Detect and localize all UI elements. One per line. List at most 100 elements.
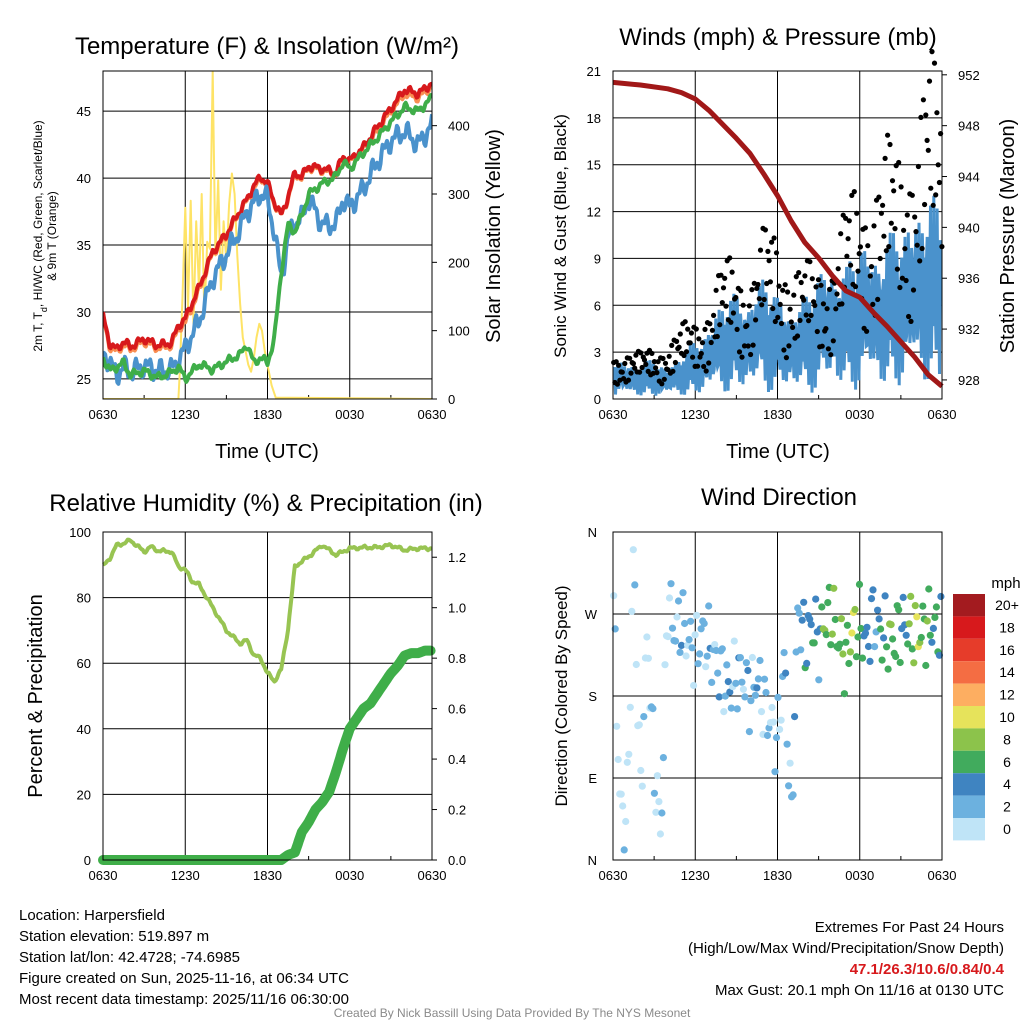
direction-point [700,619,708,628]
direction-point [858,654,867,662]
direction-point [910,659,918,667]
direction-point [640,713,648,721]
colorbar-swatch [953,683,985,706]
gust-point [682,319,688,325]
gust-point [928,185,934,191]
direction-point [696,650,704,658]
gust-point [936,179,943,186]
gust-point [917,258,923,264]
gust-point [727,255,733,261]
gust-point [676,344,682,350]
gust-point [818,282,824,288]
direction-point [774,693,782,702]
x-tick-label: 0630 [599,407,628,422]
y-tick-label: 20 [77,787,91,802]
direction-point [877,625,885,633]
y2-tick-label: 200 [448,255,470,270]
gust-point [625,377,632,383]
colorbar-label: 10 [999,709,1015,725]
gust-point [929,49,935,55]
gust-point [807,259,813,265]
direction-point [932,603,941,611]
gust-point [856,251,862,257]
extremes-subtitle: (High/Low/Max Wind/Precipitation/Snow De… [688,940,1004,957]
gust-point [638,350,644,356]
gust-point [687,340,693,346]
direction-point [763,731,772,740]
x-tick-label: 0030 [845,868,874,883]
direction-point [851,605,859,614]
gust-point [699,340,706,346]
y-tick-label: N [588,525,597,540]
pressure-y-axis-title: Station Pressure (Maroon) [997,119,1019,354]
series-line-relative-humidity [102,537,433,684]
direction-point [937,592,945,601]
direction-point [827,641,835,649]
gust-point [910,287,917,293]
plot-border [102,70,433,400]
gust-point [914,242,920,248]
winds-panel-title: Winds (mph) & Pressure (mb) [619,24,936,51]
direction-point [771,768,779,776]
x-tick-label: 1230 [681,868,710,883]
direction-point [907,592,915,601]
gust-point [838,231,844,237]
direction-point [919,602,927,610]
gust-point [755,281,761,288]
gust-point [711,312,717,318]
direction-point [694,660,702,668]
gust-point [876,194,882,200]
y2-tick-label: 0.6 [448,702,466,717]
direction-point [867,595,876,603]
direction-point [857,624,865,633]
gust-point [729,269,735,275]
colorbar-swatch [953,773,985,796]
winds-pressure-chart: 0630 1230 1830 0030 063003691215182192893293… [587,49,980,422]
direction-point [896,658,904,667]
direction-point [673,613,681,621]
y2-tick-label: 936 [958,271,980,286]
direction-point [677,641,686,650]
gust-point [672,359,679,366]
gust-point [796,270,802,276]
gust-point [698,350,704,357]
direction-point [703,652,711,660]
gust-point [815,277,822,283]
direction-point [782,669,790,677]
gust-point [923,112,929,118]
gust-point [790,324,796,330]
gust-point [707,321,713,327]
gust-point [906,313,912,320]
y-tick-label: N [588,853,597,868]
gust-point [719,300,725,306]
direction-point [619,802,627,810]
gust-point [690,354,696,360]
gust-point [780,287,786,293]
gust-point [843,215,849,221]
gust-point [888,220,894,226]
direction-point [928,638,936,646]
y-tick-label: 0 [84,853,91,868]
direction-point [908,645,916,653]
direction-point [866,657,874,666]
colorbar-label: 16 [999,642,1015,658]
direction-point [869,586,877,594]
x-tick-label: 1830 [763,868,792,883]
gust-point [877,255,883,262]
direction-point [748,653,757,662]
gust-point [708,339,714,346]
gust-point [703,368,709,374]
gust-point [820,301,827,307]
gust-point [661,376,667,382]
direction-point [638,782,646,790]
gust-point [845,236,851,242]
direction-point [791,713,799,721]
direction-point [714,669,722,677]
direction-points [610,546,945,854]
gust-point [864,328,870,334]
gust-point [734,326,740,332]
humidity-panel-title: Relative Humidity (%) & Precipitation (i… [49,490,482,517]
gust-point [883,248,889,254]
y-tick-label: 80 [77,591,91,606]
